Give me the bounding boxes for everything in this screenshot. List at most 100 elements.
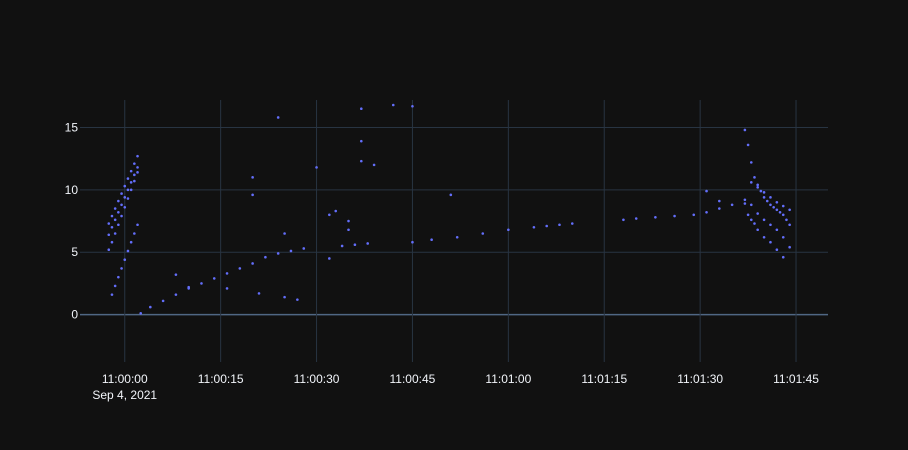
data-point	[117, 199, 120, 203]
data-point	[347, 228, 350, 232]
data-point	[455, 235, 459, 239]
data-point	[110, 214, 114, 218]
data-point	[302, 247, 306, 250]
data-point	[359, 159, 363, 163]
data-point	[149, 305, 152, 309]
data-point	[129, 169, 133, 173]
data-point	[283, 295, 286, 299]
data-point	[136, 223, 139, 227]
data-point	[749, 161, 753, 164]
y-tick-label: 10	[65, 183, 79, 197]
data-point	[411, 104, 414, 108]
data-point	[781, 213, 785, 217]
data-point	[120, 203, 123, 207]
data-point	[507, 228, 510, 232]
data-point	[746, 143, 750, 147]
data-point	[126, 197, 130, 200]
x-tick-label: 11:00:45	[390, 372, 436, 386]
data-point	[212, 277, 216, 280]
x-tick-date-label: Sep 4, 2021	[92, 388, 157, 402]
data-point	[123, 184, 127, 188]
data-point	[117, 275, 120, 279]
data-point	[769, 240, 772, 244]
data-point	[775, 201, 779, 204]
data-point	[251, 262, 254, 265]
data-point	[449, 193, 453, 197]
data-point	[430, 238, 433, 242]
data-point	[251, 193, 254, 197]
data-point	[753, 176, 756, 179]
data-point	[113, 218, 117, 222]
data-point	[749, 203, 753, 207]
data-point	[123, 258, 127, 261]
x-tick-label: 11:00:30	[294, 372, 340, 386]
data-point	[705, 189, 708, 193]
data-point	[769, 203, 772, 207]
data-point	[129, 240, 133, 244]
data-point	[781, 204, 785, 208]
data-point	[347, 219, 350, 223]
data-point	[756, 212, 759, 215]
x-tick-label: 11:01:00	[485, 372, 531, 386]
data-point	[775, 208, 779, 212]
data-point	[772, 205, 775, 209]
data-point	[283, 232, 286, 235]
data-point	[756, 228, 759, 232]
data-point	[778, 210, 782, 214]
data-point	[117, 223, 120, 227]
data-point	[359, 107, 363, 111]
data-point	[129, 188, 133, 192]
data-point	[136, 166, 139, 169]
data-point	[328, 213, 331, 217]
data-point	[225, 287, 229, 290]
data-point	[545, 224, 549, 228]
data-point	[107, 233, 111, 237]
data-point	[718, 207, 721, 210]
y-tick-label: 15	[65, 120, 79, 134]
axis-layer: 0 5 10 15 11:00:00 Sep 4, 2021 11:00:15 11:00:3…	[65, 120, 820, 402]
data-point	[123, 196, 127, 199]
x-tick-label: 11:01:15	[581, 372, 627, 386]
data-point	[654, 215, 657, 219]
data-point	[762, 191, 766, 194]
data-point	[120, 267, 123, 270]
data-point	[411, 240, 414, 244]
x-tick-label: 11:01:45	[773, 372, 819, 386]
data-point	[225, 272, 229, 275]
data-point	[110, 225, 114, 229]
data-point	[133, 162, 136, 165]
x-tick-label: 11:00:00	[102, 372, 148, 386]
data-point	[788, 223, 791, 227]
data-point	[136, 171, 139, 174]
data-point	[276, 116, 280, 119]
data-point	[622, 218, 625, 222]
data-point	[238, 267, 242, 270]
grid-layer	[80, 100, 828, 362]
data-point	[749, 181, 753, 184]
data-point	[718, 199, 721, 203]
data-point	[353, 243, 357, 247]
data-point	[126, 249, 130, 253]
data-point	[117, 210, 120, 214]
data-point	[113, 207, 117, 210]
data-point	[756, 183, 759, 187]
data-point	[746, 213, 750, 217]
data-point	[289, 249, 293, 253]
data-point	[133, 179, 136, 183]
data-point	[769, 223, 772, 227]
data-point	[673, 214, 676, 218]
data-point	[692, 213, 696, 217]
data-point	[359, 139, 363, 143]
data-point	[481, 232, 485, 235]
data-point	[107, 222, 111, 225]
y-tick-label: 0	[71, 308, 78, 322]
data-point	[769, 196, 772, 199]
data-point	[120, 192, 123, 195]
data-point	[187, 285, 190, 289]
data-point	[743, 202, 747, 205]
data-point	[139, 312, 143, 315]
data-point	[753, 222, 756, 225]
data-point	[113, 284, 117, 288]
data-point	[775, 228, 779, 232]
data-point	[730, 203, 734, 207]
